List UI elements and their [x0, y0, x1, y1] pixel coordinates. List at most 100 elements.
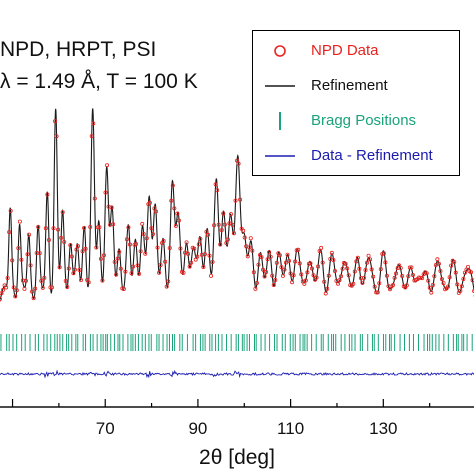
- data-point: [360, 280, 365, 285]
- data-point: [218, 242, 223, 247]
- data-point: [254, 280, 259, 285]
- data-point: [238, 197, 243, 202]
- data-point: [14, 288, 19, 293]
- data-point: [153, 209, 158, 214]
- plot-border: [0, 406, 474, 408]
- data-point: [63, 278, 68, 283]
- data-point: [438, 269, 443, 274]
- data-point: [319, 245, 324, 250]
- data-point: [293, 259, 298, 264]
- data-point: [59, 235, 64, 240]
- data-point: [277, 253, 282, 258]
- data-point: [282, 267, 287, 272]
- annotation-conditions: λ = 1.49 Å, T = 100 K: [0, 70, 198, 93]
- data-point: [270, 273, 275, 278]
- data-point: [118, 266, 123, 271]
- data-point: [205, 232, 210, 237]
- data-point: [53, 119, 58, 124]
- data-point: [72, 267, 77, 272]
- data-point: [314, 275, 319, 280]
- data-point: [259, 255, 264, 260]
- data-point: [363, 268, 368, 273]
- data-point: [430, 282, 435, 287]
- data-point: [31, 296, 36, 301]
- data-point: [173, 223, 178, 228]
- data-point: [207, 253, 212, 258]
- data-point: [68, 243, 73, 248]
- data-point: [230, 222, 235, 227]
- data-point: [274, 260, 279, 265]
- data-point: [222, 222, 227, 227]
- data-point: [135, 263, 140, 268]
- data-point: [290, 280, 295, 285]
- data-point: [410, 273, 415, 278]
- data-point: [147, 200, 152, 205]
- data-point: [340, 266, 345, 271]
- data-point: [368, 257, 373, 262]
- data-point: [236, 161, 241, 166]
- data-point: [192, 246, 197, 251]
- annotation-instrument: NPD, HRPT, PSI: [0, 38, 157, 61]
- legend-label: NPD Data: [311, 42, 379, 59]
- data-point: [77, 268, 82, 273]
- data-point: [446, 284, 451, 289]
- data-point: [193, 257, 198, 262]
- data-point: [103, 190, 108, 195]
- data-point: [317, 249, 322, 254]
- data-point: [374, 290, 379, 295]
- data-point: [409, 265, 414, 270]
- data-point: [418, 275, 423, 280]
- data-point: [264, 269, 269, 274]
- data-point: [406, 274, 411, 279]
- data-point: [323, 291, 328, 296]
- data-point: [112, 260, 117, 265]
- data-point: [48, 285, 53, 290]
- data-point: [57, 265, 62, 270]
- data-point: [28, 263, 33, 268]
- data-point: [37, 251, 42, 256]
- legend-item-bragg: Bragg Positions: [253, 111, 459, 131]
- data-point: [127, 242, 132, 247]
- data-point: [369, 267, 374, 272]
- data-point: [469, 270, 474, 275]
- data-point: [346, 273, 351, 278]
- data-point: [398, 266, 403, 271]
- data-point: [23, 278, 28, 283]
- data-point: [124, 237, 129, 242]
- data-point: [187, 264, 192, 269]
- data-point: [25, 252, 30, 257]
- data-point: [404, 283, 409, 288]
- data-point: [351, 281, 356, 286]
- data-point: [453, 270, 458, 275]
- data-point: [1, 287, 6, 292]
- data-point: [447, 275, 452, 280]
- x-tick-label: 90: [188, 419, 207, 438]
- data-point: [39, 278, 44, 283]
- data-point: [163, 259, 168, 264]
- data-point: [88, 225, 93, 230]
- data-point: [247, 245, 252, 250]
- data-point: [8, 208, 13, 213]
- data-point: [331, 258, 336, 263]
- data-point: [435, 257, 440, 262]
- data-point: [150, 232, 155, 237]
- data-point: [429, 290, 434, 295]
- data-point: [337, 278, 342, 283]
- legend-label: Bragg Positions: [311, 112, 417, 129]
- data-point: [121, 287, 126, 292]
- data-point: [233, 198, 238, 203]
- data-point: [377, 281, 382, 286]
- data-point: [391, 282, 396, 287]
- data-point: [80, 249, 85, 254]
- data-point: [172, 206, 177, 211]
- data-point: [161, 238, 166, 243]
- data-point: [66, 266, 71, 271]
- data-point: [441, 281, 446, 286]
- data-point: [143, 251, 148, 256]
- data-point: [75, 244, 80, 249]
- data-point: [424, 271, 429, 276]
- data-point: [302, 281, 307, 286]
- data-point: [372, 284, 377, 289]
- data-point: [407, 265, 412, 270]
- data-point: [436, 261, 441, 266]
